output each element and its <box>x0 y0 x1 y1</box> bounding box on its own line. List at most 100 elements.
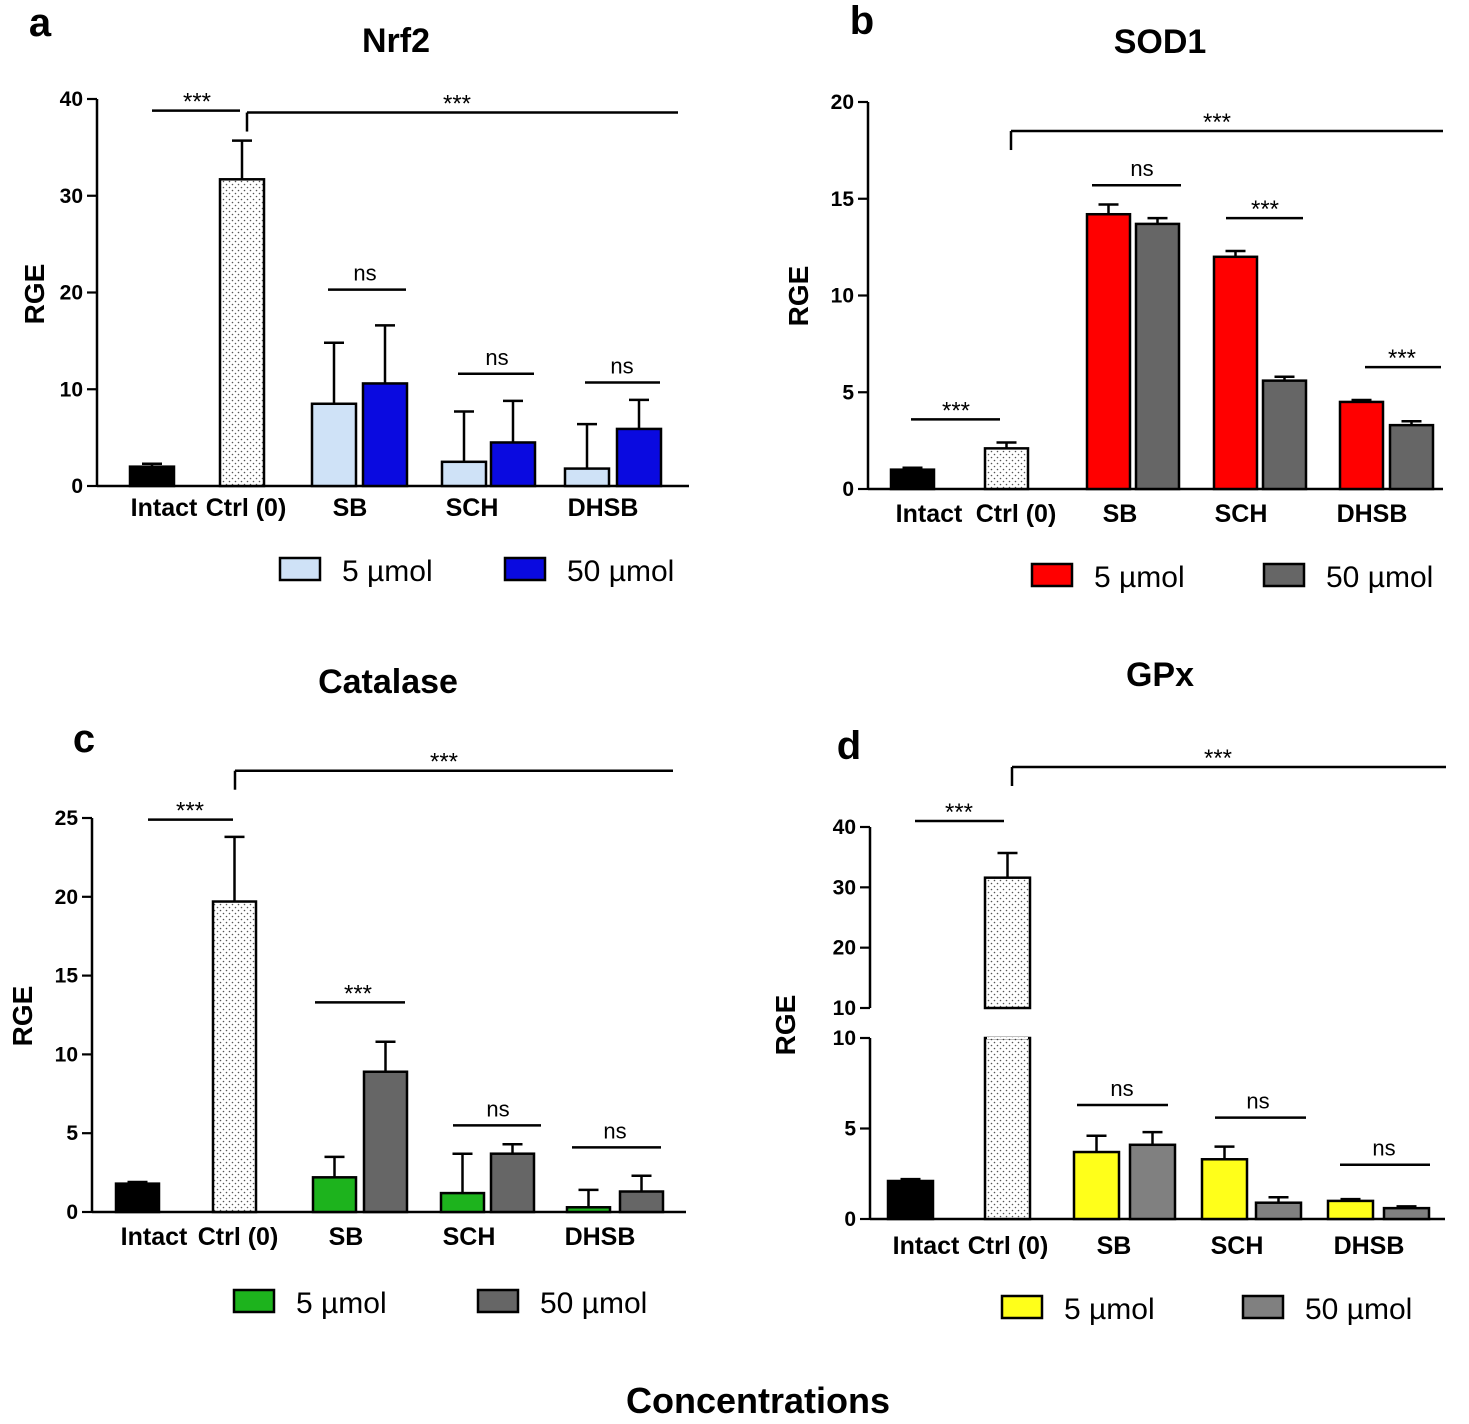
bar-sb-5-mol <box>1072 1150 1121 1221</box>
y-tick-label: 20 <box>833 937 856 960</box>
y-tick-label: 20 <box>55 886 78 909</box>
bar-dhsb-50-mol <box>1382 1206 1431 1221</box>
chart-panel-a: a Nrf2 RGE 0 10 20 30 40 Intact Ctrl (0) SB SCH DHSB… <box>19 1 689 588</box>
significance-label: *** <box>183 89 211 116</box>
bar-sch-5-mol <box>439 1191 486 1214</box>
y-tick-label: 10 <box>55 1043 78 1066</box>
x-category-label: DHSB <box>1334 1232 1405 1260</box>
significance-label: *** <box>1204 745 1232 772</box>
bar-sch-50-mol <box>489 1152 536 1214</box>
bar-intact-intact <box>114 1182 161 1214</box>
bar-sb-50-mol <box>362 1070 409 1214</box>
legend-label: 50 µmol <box>1305 1293 1412 1326</box>
bar-dhsb-50-mol <box>1388 423 1435 491</box>
y-tick-label: 10 <box>831 285 854 308</box>
significance-label: *** <box>443 91 471 118</box>
y-tick-label: 30 <box>60 185 83 208</box>
chart-panel-b: b SOD1 RGE 0 5 10 15 20 Intact Ctrl (0) SB SCH DHSB *… <box>783 0 1443 594</box>
significance-label: *** <box>344 980 372 1007</box>
bar-break-cover <box>987 1037 1028 1039</box>
chart-panel-c: c Catalase RGE 0 5 10 15 20 25 Intact Ctrl (0) SB SC… <box>7 663 686 1320</box>
y-tick-label: 20 <box>60 282 83 305</box>
bar-sb-50-mol <box>1134 222 1181 491</box>
bar-sb-5-mol <box>1085 212 1132 491</box>
x-category-label: Ctrl (0) <box>198 1223 279 1251</box>
y-axis-label: RGE <box>783 266 814 327</box>
legend-label: 5 µmol <box>1094 561 1185 594</box>
legend-swatch <box>1262 562 1306 588</box>
chart-panel-d: d GPx RGE 0 5 10 10 20 30 40 Intact Ctrl (0) SB SCH DH… <box>770 656 1446 1326</box>
significance-label: ns <box>1130 156 1153 181</box>
x-category-label: SCH <box>1211 1232 1264 1260</box>
legend-label: 5 µmol <box>1064 1293 1155 1326</box>
y-tick-label: 0 <box>844 1208 856 1231</box>
y-axis-label: RGE <box>770 995 801 1056</box>
y-tick-label: 0 <box>66 1201 78 1224</box>
significance-label: ns <box>1246 1089 1269 1114</box>
legend-swatch <box>1030 562 1074 588</box>
bar-sb-50-mol <box>361 382 409 488</box>
legend-swatch <box>232 1288 276 1314</box>
bar-intact-intact <box>128 465 176 488</box>
legend-label: 50 µmol <box>567 555 674 588</box>
bar-sch-5-mol <box>1212 255 1259 491</box>
bar-sb-5-mol <box>311 1176 358 1214</box>
significance-label: *** <box>1251 196 1279 223</box>
significance-label: ns <box>1372 1136 1395 1161</box>
significance-label: ns <box>1110 1076 1133 1101</box>
y-tick-label: 15 <box>55 965 79 988</box>
legend-swatch <box>503 556 547 582</box>
x-category-label: DHSB <box>1337 500 1408 528</box>
bar-ctrl-0-ctrl-lower <box>983 1036 1032 1221</box>
significance-label: *** <box>942 397 970 424</box>
y-tick-label: 30 <box>833 876 856 899</box>
significance-label: *** <box>430 749 458 776</box>
legend-swatch <box>278 556 322 582</box>
bar-ctrl-0-ctrl <box>983 447 1030 491</box>
y-tick-label: 5 <box>66 1122 78 1145</box>
x-category-label: SB <box>1103 500 1138 528</box>
bar-sb-50-mol <box>1128 1143 1177 1221</box>
significance-label: ns <box>353 261 376 286</box>
y-tick-label: 40 <box>60 88 83 111</box>
x-category-label: Intact <box>896 500 963 528</box>
bar-intact-intact <box>889 468 936 491</box>
x-category-label: DHSB <box>565 1223 636 1251</box>
bar-intact-intact <box>886 1179 935 1221</box>
bar-sch-50-mol <box>489 441 537 488</box>
x-category-label: Ctrl (0) <box>206 494 287 522</box>
significance-label: ns <box>486 1096 509 1121</box>
bar-dhsb-5-mol <box>563 467 611 488</box>
y-tick-label: 25 <box>55 807 79 830</box>
y-tick-label: 10 <box>60 378 83 401</box>
bar-sch-5-mol <box>440 460 488 488</box>
chart-title: SOD1 <box>1114 23 1207 61</box>
legend-label: 50 µmol <box>540 1287 647 1320</box>
y-tick-label: 40 <box>833 816 856 839</box>
y-tick-label: 10 <box>833 997 856 1020</box>
x-category-label: SB <box>333 494 368 522</box>
chart-title: GPx <box>1126 656 1194 694</box>
panel-letter: c <box>73 717 95 761</box>
chart-title: Nrf2 <box>362 22 430 60</box>
y-tick-label: 10 <box>833 1027 856 1050</box>
legend-swatch <box>1241 1294 1285 1320</box>
bar-dhsb-5-mol <box>1326 1199 1375 1221</box>
bar-sch-50-mol <box>1261 379 1308 491</box>
y-tick-label: 5 <box>844 1118 856 1141</box>
bar-sch-50-mol <box>1254 1201 1303 1221</box>
y-tick-label: 20 <box>831 91 854 114</box>
significance-label: ns <box>610 353 633 378</box>
y-axis-label: RGE <box>7 986 38 1047</box>
legend-swatch <box>1000 1294 1044 1320</box>
x-category-label: SCH <box>1215 500 1268 528</box>
bar-ctrl-0-ctrl <box>218 178 266 488</box>
bar-dhsb-5-mol <box>565 1206 612 1214</box>
bar-ctrl-0-ctrl <box>211 900 258 1214</box>
x-category-label: Ctrl (0) <box>968 1232 1049 1260</box>
x-category-label: SB <box>329 1223 364 1251</box>
bar-dhsb-50-mol <box>615 427 663 488</box>
x-category-label: DHSB <box>568 494 639 522</box>
panel-letter: d <box>837 724 861 768</box>
